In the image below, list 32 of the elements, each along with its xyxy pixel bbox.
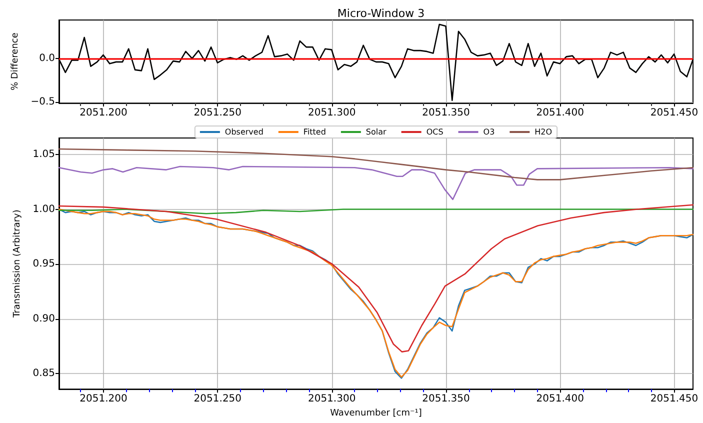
- line-series: [58, 204, 694, 352]
- x-tick-label: 2051.350: [422, 108, 470, 118]
- y-tick-label: 1.00: [32, 204, 55, 215]
- legend-label: Observed: [224, 128, 264, 136]
- chart-title: Micro-Window 3: [337, 7, 425, 20]
- x-tick-label: 2051.250: [194, 108, 242, 118]
- legend-label: OCS: [426, 128, 444, 136]
- x-tick-label: 2051.200: [80, 394, 128, 405]
- x-tick-label: 2051.450: [650, 394, 698, 405]
- y-tick-label: −0.5: [30, 96, 55, 108]
- x-tick-label: 2051.200: [80, 108, 128, 118]
- legend-label: Solar: [366, 128, 388, 136]
- y-tick-label: 0.0: [39, 52, 55, 64]
- y-tick-label: 1.05: [32, 148, 55, 160]
- x-tick-label: 2051.350: [422, 394, 470, 405]
- x-tick-label: 2051.300: [308, 108, 356, 118]
- line-series: [58, 148, 694, 180]
- x-tick-label: 2051.250: [194, 394, 242, 405]
- y-tick-label: 0.85: [32, 368, 55, 380]
- x-tick-label: 2051.400: [536, 394, 584, 405]
- legend-label: H2O: [534, 128, 552, 136]
- x-tick-label: 2051.300: [308, 394, 356, 405]
- legend-label: Fitted: [303, 128, 326, 136]
- x-tick-label: 2051.450: [650, 108, 698, 118]
- x-tick-label: 2051.400: [536, 108, 584, 118]
- legend-label: O3: [483, 128, 495, 136]
- x-axis-title: Wavenumber [cm⁻¹]: [330, 408, 422, 418]
- y-axis-title: Transmission (Arbitrary): [12, 210, 22, 318]
- y-tick-label: 0.95: [32, 258, 55, 270]
- y-axis-title: % Difference: [10, 32, 20, 90]
- line-series: [58, 166, 694, 200]
- y-tick-label: 0.90: [32, 313, 55, 324]
